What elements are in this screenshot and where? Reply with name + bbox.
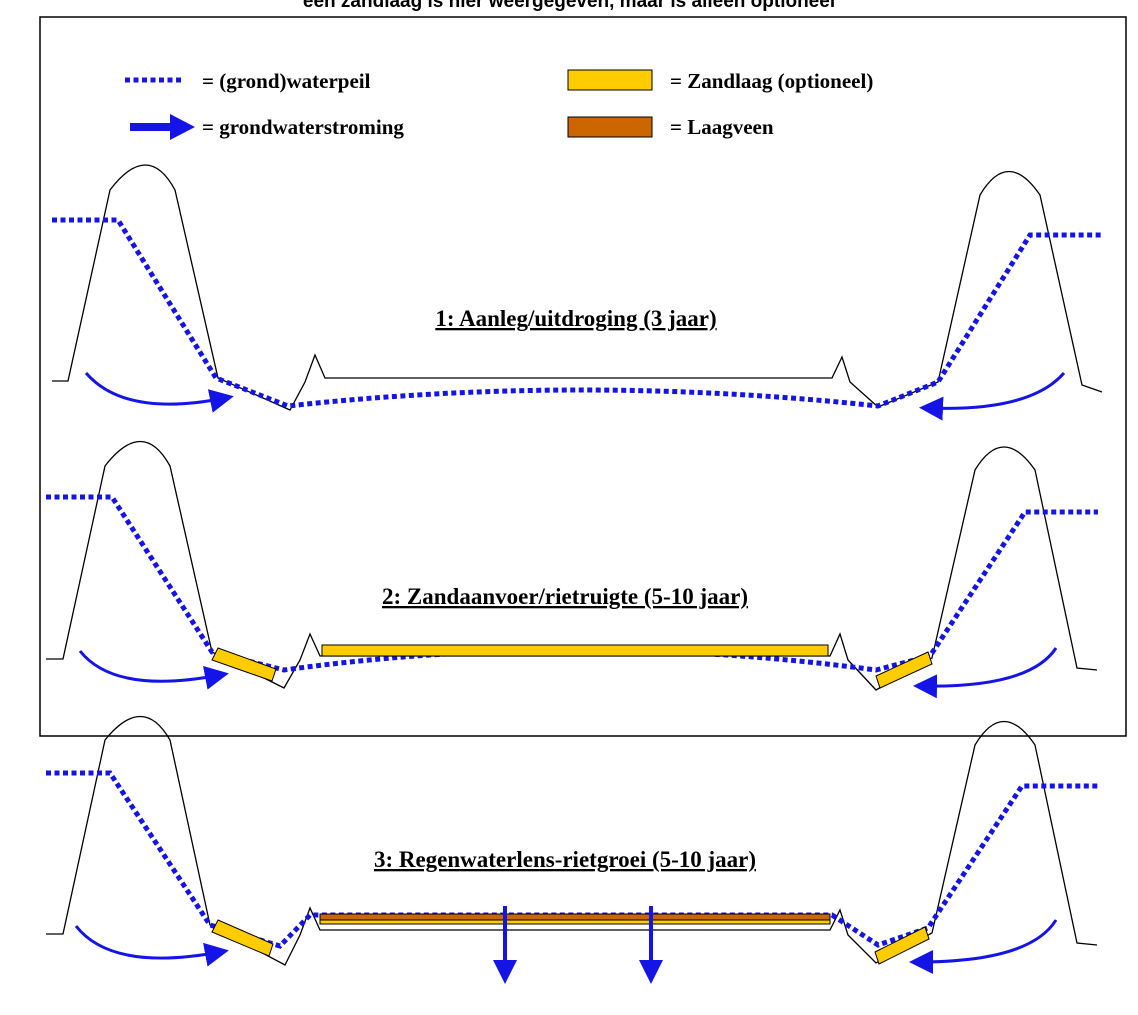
- stage-3-sand-layer-left: [211, 919, 274, 957]
- stage-2-groundwater-level: [46, 494, 1098, 673]
- stage-2-sand-layer-right: [875, 651, 933, 689]
- stage-3-infiltration-arrow-2-head: [639, 960, 663, 984]
- legend-peat-symbol: [567, 116, 653, 138]
- stage-2-sand-layer-left: [211, 647, 277, 682]
- stage-3: 3: Regenwaterlens-rietgroei (5-10 jaar): [46, 715, 1098, 984]
- legend-sand-symbol: [567, 69, 653, 91]
- stage-3-terrain-profile: [46, 715, 1098, 966]
- legend: = (grond)waterpeil = grondwaterstroming …: [125, 69, 873, 140]
- stage-3-peat-layer: [319, 913, 831, 921]
- stage-2-flow-arrow-left: [78, 650, 229, 690]
- stage-1-terrain-profile: [52, 164, 1103, 411]
- stage-2: 2: Zandaanvoer/rietruigte (5-10 jaar): [46, 441, 1098, 699]
- stage-1-flow-arrow-right: [919, 372, 1066, 421]
- stage-3-infiltration-arrow-1-head: [493, 960, 517, 984]
- legend-flow-arrow-head: [170, 114, 195, 140]
- figure-frame: [39, 16, 1127, 737]
- stage-2-title: 2: Zandaanvoer/rietruigte (5-10 jaar): [382, 584, 748, 609]
- figure-caption: een zandlaag is hier weergegeven, maar i…: [302, 0, 836, 12]
- stage-3-flow-arrow-left: [74, 925, 229, 967]
- legend-water-level-label: = (grond)waterpeil: [202, 69, 371, 93]
- stage-2-flow-arrow-right: [913, 647, 1058, 699]
- stage-1-groundwater-level: [52, 217, 1104, 409]
- stage-2-sand-layer-center: [321, 644, 829, 657]
- stage-1-flow-arrow-left: [84, 372, 234, 413]
- legend-peat-label: = Laagveen: [670, 115, 774, 139]
- stage-1: 1: Aanleg/uitdroging (3 jaar): [52, 164, 1104, 421]
- stage-3-sand-layer-right: [874, 926, 930, 965]
- legend-sand-label: = Zandlaag (optioneel): [670, 69, 873, 93]
- stage-1-title: 1: Aanleg/uitdroging (3 jaar): [435, 306, 716, 331]
- stage-2-terrain-profile: [46, 441, 1098, 691]
- stage-3-flow-arrow-right: [909, 919, 1058, 974]
- legend-flow-label: = grondwaterstroming: [202, 115, 404, 139]
- stage-3-title: 3: Regenwaterlens-rietgroei (5-10 jaar): [374, 847, 756, 872]
